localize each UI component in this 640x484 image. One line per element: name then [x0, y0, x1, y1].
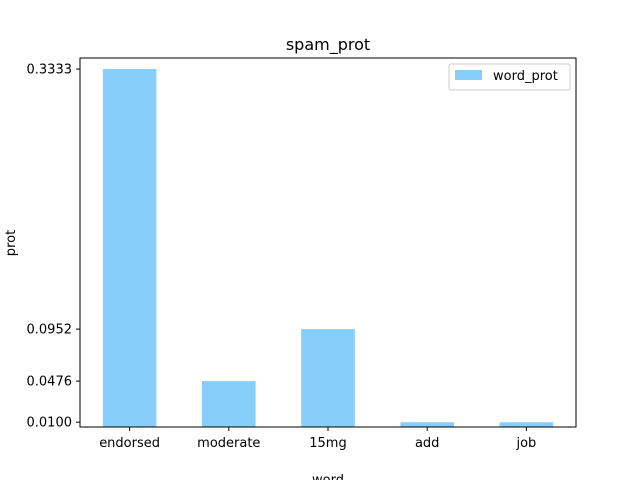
- x-tick-label: moderate: [197, 436, 260, 451]
- legend-label: word_prot: [493, 69, 558, 84]
- y-tick-label: 0.0100: [27, 416, 73, 431]
- chart-title: spam_prot: [286, 35, 370, 55]
- x-tick-label: endorsed: [99, 436, 160, 451]
- bar-15mg: [301, 329, 355, 427]
- legend-swatch: [455, 70, 482, 80]
- y-axis-label: prot: [4, 230, 19, 256]
- y-tick-label: 0.0476: [27, 375, 73, 390]
- y-tick-label: 0.3333: [27, 63, 73, 78]
- x-tick-label: job: [515, 436, 536, 451]
- bar-add: [400, 422, 454, 427]
- plot-frame: [79, 57, 577, 428]
- x-axis-label: word: [312, 473, 344, 480]
- x-ticks-group: endorsed moderate 15mg add job: [99, 427, 536, 451]
- bar-job: [499, 422, 554, 427]
- y-tick-label: 0.0952: [27, 323, 73, 338]
- x-tick-label: add: [415, 436, 439, 451]
- bar-moderate: [202, 381, 256, 427]
- legend: word_prot: [448, 63, 571, 91]
- bar-endorsed: [102, 69, 157, 427]
- y-ticks-group: 0.0100 0.0476 0.0952 0.3333: [27, 63, 80, 431]
- x-tick-label: 15mg: [309, 436, 346, 451]
- bars-group: [102, 69, 554, 427]
